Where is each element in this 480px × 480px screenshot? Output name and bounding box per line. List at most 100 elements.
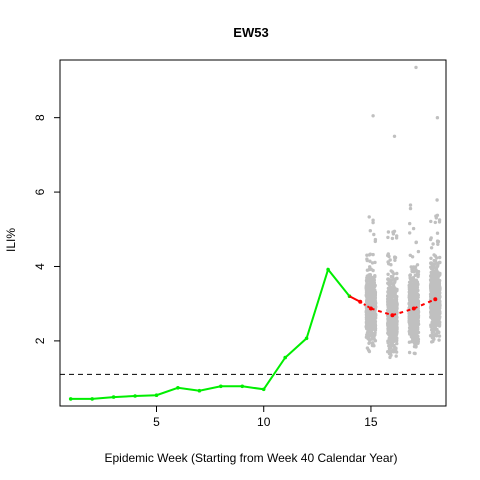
simulation-point xyxy=(408,253,412,257)
simulation-point xyxy=(429,304,433,308)
simulation-point xyxy=(367,289,371,293)
simulation-point xyxy=(416,314,421,318)
simulation-point xyxy=(429,256,433,260)
simulation-point xyxy=(365,346,370,350)
simulation-point xyxy=(365,311,369,316)
simulation-point xyxy=(394,350,399,354)
simulation-point xyxy=(395,271,399,276)
simulation-point xyxy=(390,289,394,293)
simulation-point xyxy=(437,289,441,293)
simulation-point xyxy=(410,327,414,332)
forecast-segment xyxy=(399,310,404,314)
simulation-point xyxy=(410,340,414,344)
observed-point xyxy=(90,397,94,401)
simulation-point xyxy=(373,274,377,278)
simulation-point xyxy=(366,282,371,286)
simulation-point xyxy=(408,311,412,315)
y-tick-label: 8 xyxy=(33,114,47,121)
simulation-point xyxy=(366,296,370,301)
observed-series xyxy=(68,267,352,401)
simulation-point xyxy=(413,273,417,277)
simulation-point xyxy=(438,255,442,260)
simulation-point xyxy=(433,325,437,329)
observed-point xyxy=(283,355,288,360)
simulation-point xyxy=(388,258,392,262)
x-tick-label: 5 xyxy=(153,415,160,429)
simulation-point xyxy=(410,314,414,318)
simulation-point xyxy=(415,327,419,332)
simulation-point xyxy=(389,269,393,273)
simulation-point xyxy=(373,301,378,305)
simulation-point xyxy=(433,287,437,291)
y-tick-label: 2 xyxy=(33,337,47,344)
simulation-point xyxy=(364,288,369,292)
simulation-point xyxy=(395,304,399,308)
simulation-point xyxy=(436,239,441,244)
simulation-point xyxy=(412,311,416,315)
simulation-point xyxy=(431,307,435,311)
simulation-point xyxy=(395,276,399,281)
simulation-point xyxy=(429,236,433,240)
simulation-point xyxy=(392,343,396,348)
simulation-point xyxy=(387,344,391,348)
simulation-point xyxy=(373,314,378,318)
observed-point xyxy=(176,386,180,390)
forecast-segment xyxy=(366,305,370,309)
simulation-point xyxy=(412,321,416,326)
simulation-point xyxy=(372,318,377,323)
simulation-point xyxy=(365,258,369,263)
simulation-point xyxy=(410,336,415,341)
simulation-point xyxy=(372,293,376,297)
simulation-point xyxy=(429,219,433,224)
forecast-point xyxy=(433,297,438,302)
y-tick-label: 6 xyxy=(33,188,47,195)
simulation-point xyxy=(387,262,391,266)
simulation-point xyxy=(437,274,441,278)
simulation-point xyxy=(408,331,412,335)
forecast-segment xyxy=(363,303,367,307)
forecast-bridge-line xyxy=(349,295,361,303)
simulation-point xyxy=(386,277,390,281)
simulation-point xyxy=(392,134,397,138)
simulation-point xyxy=(370,324,374,328)
simulation-point xyxy=(393,315,398,319)
simulation-point xyxy=(433,220,437,225)
observed-point xyxy=(240,384,245,389)
simulation-point xyxy=(433,320,437,325)
simulation-point xyxy=(408,273,413,277)
simulation-point xyxy=(390,303,394,308)
observed-point xyxy=(154,393,159,398)
simulation-point xyxy=(389,297,393,301)
simulation-point xyxy=(434,284,438,288)
simulation-point xyxy=(435,231,440,235)
simulation-point xyxy=(416,307,420,312)
y-axis-label: ILI% xyxy=(4,228,18,252)
simulation-point xyxy=(430,328,434,332)
simulation-point xyxy=(386,272,390,276)
simulation-point xyxy=(432,333,437,338)
observed-point xyxy=(197,388,202,393)
simulation-point xyxy=(391,329,395,333)
simulation-point xyxy=(366,322,370,326)
x-tick-label: 10 xyxy=(257,415,271,429)
simulation-point xyxy=(431,242,435,246)
simulation-point xyxy=(387,281,392,285)
forecast-point xyxy=(390,313,395,318)
simulation-point xyxy=(429,310,433,314)
simulation-point xyxy=(392,277,396,281)
simulation-point xyxy=(369,317,374,321)
simulation-point xyxy=(416,334,420,339)
observed-point xyxy=(326,267,330,272)
simulation-point xyxy=(373,333,377,337)
simulation-point xyxy=(394,346,398,351)
simulation-point xyxy=(437,338,441,342)
simulation-point xyxy=(411,265,416,269)
simulation-point xyxy=(386,230,391,234)
simulation-point xyxy=(371,220,375,225)
simulation-point xyxy=(365,333,369,337)
simulation-point xyxy=(436,280,440,284)
simulation-point xyxy=(430,288,434,292)
simulation-point xyxy=(365,268,370,272)
simulation-point xyxy=(393,280,397,284)
